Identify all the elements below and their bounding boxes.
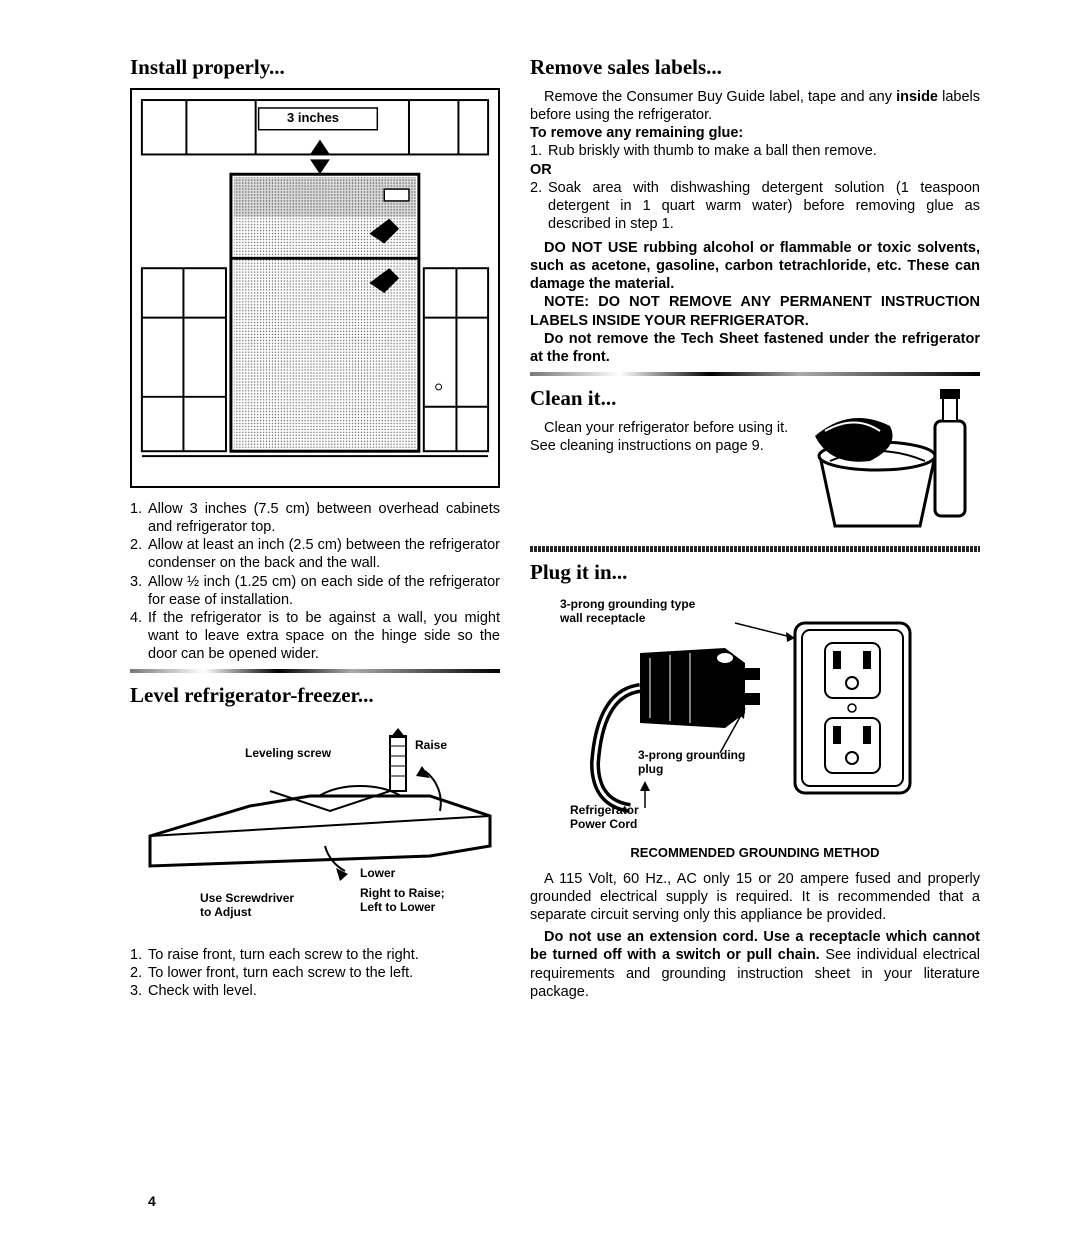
install-item: If the refrigerator is to be against a w… xyxy=(130,609,500,663)
remove-warn2: NOTE: DO NOT REMOVE ANY PERMANENT INSTRU… xyxy=(530,293,980,329)
remove-paragraph: Remove the Consumer Buy Guide label, tap… xyxy=(530,88,980,124)
install-list: Allow 3 inches (7.5 cm) between overhead… xyxy=(130,500,500,663)
leveling-screw-label: Leveling screw xyxy=(245,746,331,760)
plug-p2: Do not use an extension cord. Use a rece… xyxy=(530,928,980,1001)
plug-p1: A 115 Volt, 60 Hz., AC only 15 or 20 amp… xyxy=(530,870,980,924)
install-inches-label: 3 inches xyxy=(287,110,339,125)
remove-heading: Remove sales labels... xyxy=(530,55,980,80)
remove-p1b: inside xyxy=(896,89,938,105)
raise-label: Raise xyxy=(415,738,447,752)
divider xyxy=(530,546,980,552)
receptacle-label: 3-prong grounding type wall receptacle xyxy=(560,597,700,625)
use-screwdriver-label: Use Screwdriver xyxy=(200,891,294,905)
level-list: To raise front, turn each screw to the r… xyxy=(130,946,500,1000)
install-item: Allow at least an inch (2.5 cm) between … xyxy=(130,536,500,572)
lower-label: Lower xyxy=(360,866,395,880)
cord-label-2: Power Cord xyxy=(570,817,637,831)
remove-list-2: Soak area with dishwashing detergent sol… xyxy=(530,179,980,233)
divider xyxy=(530,372,980,376)
install-item: Allow 3 inches (7.5 cm) between overhead… xyxy=(130,500,500,536)
plug-heading: Plug it in... xyxy=(530,560,980,585)
install-item: Allow ½ inch (1.25 cm) on each side of t… xyxy=(130,573,500,609)
left-to-lower-label: Left to Lower xyxy=(360,900,435,914)
right-to-raise-label: Right to Raise; xyxy=(360,886,445,900)
level-heading: Level refrigerator-freezer... xyxy=(130,683,500,708)
remove-or: OR xyxy=(530,161,980,179)
level-item: To raise front, turn each screw to the r… xyxy=(130,946,500,964)
page-number: 4 xyxy=(148,1193,156,1209)
grounding-plug-label: 3-prong grounding plug xyxy=(638,748,748,776)
plug-figure: 3-prong grounding type wall receptacle 3… xyxy=(530,593,980,833)
level-figure: Leveling screw Raise Lower Right to Rais… xyxy=(130,716,500,906)
remove-warn1: DO NOT USE rubbing alcohol or flammable … xyxy=(530,239,980,293)
remove-warn3: Do not remove the Tech Sheet fastened un… xyxy=(530,330,980,366)
level-item: To lower front, turn each screw to the l… xyxy=(130,964,500,982)
remove-item: Soak area with dishwashing detergent sol… xyxy=(530,179,980,233)
divider xyxy=(130,669,500,673)
grounding-method-heading: RECOMMENDED GROUNDING METHOD xyxy=(530,845,980,860)
remove-p1a: Remove the Consumer Buy Guide label, tap… xyxy=(544,89,896,105)
clean-figure xyxy=(800,386,980,536)
cord-label-1: Refrigerator xyxy=(570,803,639,817)
remove-item: Rub briskly with thumb to make a ball th… xyxy=(530,142,980,160)
install-figure: 3 inches xyxy=(130,88,500,488)
to-adjust-label: to Adjust xyxy=(200,905,252,919)
level-item: Check with level. xyxy=(130,982,500,1000)
install-heading: Install properly... xyxy=(130,55,500,80)
remove-list: Rub briskly with thumb to make a ball th… xyxy=(530,142,980,160)
remove-glue-subhead: To remove any remaining glue: xyxy=(530,124,980,142)
